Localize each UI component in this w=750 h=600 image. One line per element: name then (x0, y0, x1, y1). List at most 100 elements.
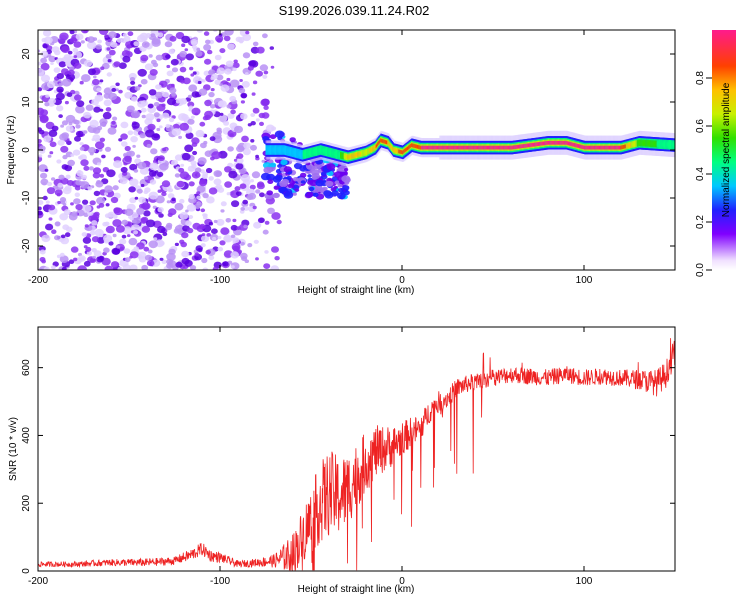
transition-point (289, 137, 296, 143)
noise-point (201, 79, 206, 83)
noise-point (236, 157, 244, 164)
noise-point (137, 100, 146, 108)
trace-cell (277, 148, 280, 152)
transition-point (262, 162, 272, 169)
noise-point (229, 95, 237, 102)
noise-point (187, 165, 196, 172)
noise-point (40, 62, 50, 71)
noise-point (115, 225, 125, 233)
transition-point (274, 130, 285, 138)
noise-point (230, 251, 239, 259)
noise-point (222, 262, 227, 266)
noise-point (201, 233, 206, 237)
noise-point (122, 55, 131, 63)
noise-point (124, 155, 132, 162)
noise-point (108, 31, 117, 39)
noise-point (255, 189, 261, 194)
noise-point (91, 98, 99, 106)
y-tick-label: 600 (21, 359, 32, 376)
noise-point (245, 72, 249, 76)
snr-panel: -200 -100 0 100 0 200 400 600 Height of straig… (8, 326, 676, 595)
noise-point (196, 185, 206, 193)
trace-cell (651, 141, 654, 146)
noise-point (168, 208, 177, 216)
noise-point (99, 122, 105, 127)
noise-point (56, 86, 64, 93)
noise-point (124, 145, 131, 152)
noise-point (162, 147, 167, 152)
noise-point (195, 50, 203, 57)
noise-point (45, 200, 50, 204)
trace-cell (449, 145, 452, 150)
noise-point (239, 183, 247, 189)
noise-point (187, 118, 195, 125)
noise-point (210, 104, 216, 109)
noise-point (212, 266, 219, 270)
noise-point (111, 87, 117, 92)
noise-point (263, 263, 271, 269)
noise-point (261, 112, 270, 119)
trace-cell (666, 142, 669, 147)
trace-cell (397, 149, 400, 154)
noise-point (227, 43, 235, 50)
trace-cell (451, 145, 453, 150)
noise-point (61, 78, 72, 87)
noise-point (232, 245, 240, 252)
noise-point (232, 67, 237, 72)
noise-point (181, 43, 186, 47)
trace-cell (322, 148, 325, 153)
noise-point (165, 123, 171, 128)
noise-point (59, 252, 65, 257)
transition-point (272, 192, 280, 199)
noise-point (43, 36, 53, 44)
noise-point (103, 99, 112, 107)
noise-point (54, 189, 63, 196)
noise-point (38, 139, 42, 144)
noise-point (149, 179, 157, 185)
noise-point (187, 94, 193, 99)
noise-point (174, 242, 179, 247)
noise-point (224, 181, 233, 188)
trace-cell (373, 146, 376, 150)
noise-point (61, 132, 70, 139)
noise-point (82, 199, 89, 205)
noise-point (89, 200, 96, 206)
noise-point (72, 149, 81, 156)
noise-point (46, 181, 53, 187)
trace-cell (621, 145, 624, 150)
noise-point (103, 239, 110, 244)
noise-point (180, 79, 185, 84)
noise-point (229, 79, 240, 88)
noise-point (68, 66, 75, 71)
trace-cell (672, 143, 675, 147)
noise-point (141, 202, 151, 210)
transition-point (309, 179, 318, 186)
figure-title: S199.2026.039.11.24.R02 (279, 3, 430, 18)
transition-point (342, 185, 350, 191)
noise-point (144, 118, 153, 126)
noise-point (95, 141, 105, 150)
noise-point (252, 107, 260, 114)
trace-cell (429, 145, 432, 150)
noise-point (68, 259, 75, 265)
noise-point (108, 241, 114, 246)
noise-point (191, 91, 200, 98)
trace-cell (296, 151, 299, 156)
noise-point (230, 234, 236, 239)
trace-cell (338, 152, 341, 157)
trace-cell (288, 149, 291, 154)
noise-point (83, 165, 90, 171)
x-tick-label: -100 (210, 576, 230, 587)
noise-point (236, 153, 244, 159)
noise-point (104, 221, 110, 226)
noise-point (157, 32, 164, 38)
noise-point (215, 184, 223, 191)
noise-point (129, 77, 136, 82)
noise-point (38, 210, 43, 216)
noise-point (48, 217, 53, 221)
trace-cell (601, 145, 604, 150)
noise-point (134, 196, 139, 200)
noise-point (242, 148, 251, 156)
noise-point (206, 196, 215, 204)
